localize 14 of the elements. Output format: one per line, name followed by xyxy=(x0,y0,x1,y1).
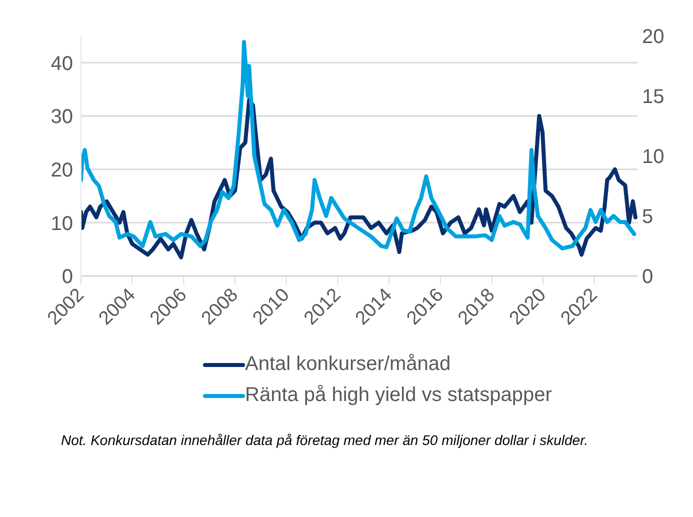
y-tick-label: 40 xyxy=(50,52,73,75)
y2-tick-label: 5 xyxy=(642,206,654,228)
y2-tick-label: 10 xyxy=(642,146,664,168)
y-tick-label: 20 xyxy=(50,159,73,182)
text: Not. Konkursdatan innehåller data på företag med mer än 50 miljoner dollar i skulder. xyxy=(61,431,590,450)
legend-label: Antal konkurser/månad xyxy=(245,353,451,376)
y2-tick-label: 15 xyxy=(642,86,664,108)
legend-label: Ränta på high yield vs statspapper xyxy=(245,384,552,407)
y2-tick-label: 0 xyxy=(642,266,654,288)
y-tick-label: 30 xyxy=(50,106,73,128)
y-tick-label: 0 xyxy=(62,266,73,288)
y2-tick-label: 20 xyxy=(642,26,664,48)
y-tick-label: 10 xyxy=(50,212,73,235)
line-series xyxy=(81,40,636,250)
